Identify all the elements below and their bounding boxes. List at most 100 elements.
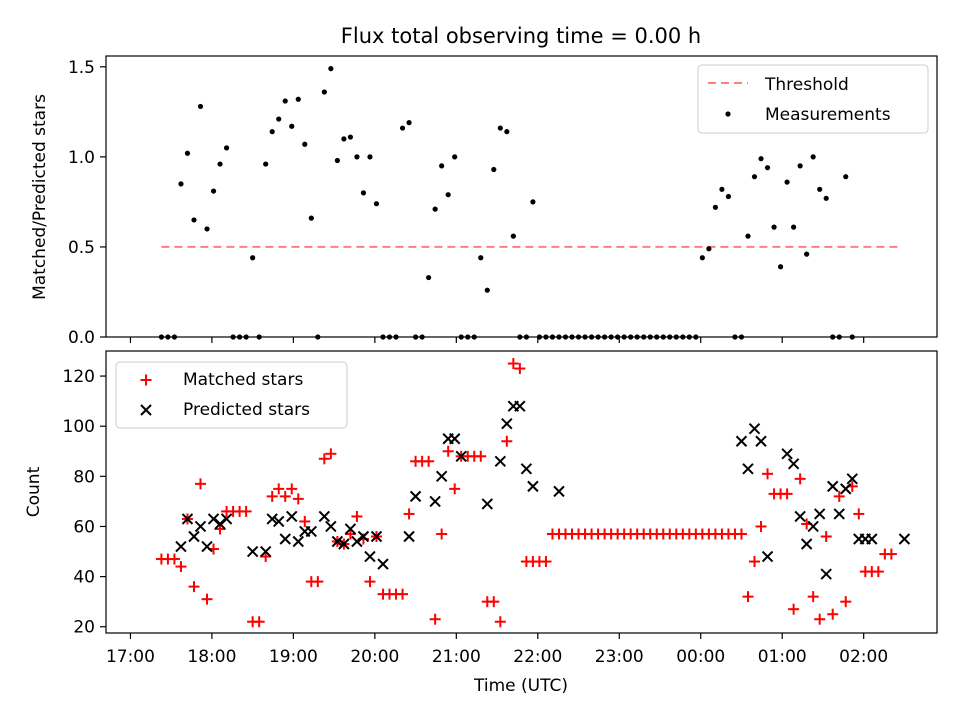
matched-star-point	[788, 603, 800, 615]
ratio-y-tick-label: 0.5	[68, 238, 95, 258]
measurement-point	[282, 98, 288, 104]
measurement-point	[302, 141, 308, 147]
measurement-point	[556, 334, 562, 340]
time-x-tick-label: 17:00	[106, 647, 155, 667]
measurement-point	[634, 334, 640, 340]
predicted-star-point	[800, 538, 813, 550]
measurement-point	[432, 206, 438, 212]
measurement-point	[621, 334, 627, 340]
measurement-point	[758, 156, 764, 162]
measurement-point	[751, 174, 758, 180]
predicted-star-point	[214, 518, 226, 530]
predicted-star-point	[755, 435, 767, 447]
legend-measurements-swatch	[725, 111, 731, 117]
predicted-star-point	[448, 433, 461, 445]
predicted-star-point	[292, 535, 304, 548]
ratio-y-tick-label: 1.0	[68, 148, 95, 168]
matched-star-point	[872, 566, 884, 578]
measurement-point	[660, 334, 666, 340]
measurement-point	[849, 334, 855, 340]
measurement-point	[452, 154, 458, 160]
time-x-tick-label: 21:00	[432, 647, 481, 667]
predicted-star-point	[266, 513, 278, 525]
measurement-point	[354, 154, 360, 160]
count-y-tick-label: 60	[73, 517, 95, 537]
predicted-star-point	[429, 495, 441, 508]
count-y-axis-label: Count	[24, 466, 44, 517]
predicted-star-point	[409, 490, 422, 503]
time-x-tick-label: 22:00	[513, 647, 562, 667]
predicted-star-point	[527, 480, 539, 493]
matched-star-point	[195, 478, 207, 490]
measurement-point	[243, 334, 249, 340]
matched-star-point	[449, 483, 461, 495]
measurement-point	[575, 334, 582, 340]
predicted-star-point	[481, 498, 493, 510]
matched-star-point	[507, 358, 519, 370]
measurement-point	[426, 274, 432, 281]
measurement-point	[393, 334, 399, 340]
measurement-point	[791, 224, 797, 230]
matched-star-point	[312, 576, 324, 588]
matched-star-point	[325, 448, 337, 460]
measurement-point	[406, 120, 412, 126]
measurement-point	[295, 96, 301, 102]
measurement-point	[263, 161, 269, 167]
matched-star-point	[749, 556, 761, 568]
predicted-star-point	[514, 400, 526, 412]
matched-star-point	[794, 473, 806, 485]
predicted-star-point	[742, 463, 754, 475]
predicted-star-point	[827, 480, 839, 493]
predicted-star-point	[501, 417, 513, 430]
predicted-star-point	[807, 520, 819, 533]
predicted-star-point	[318, 510, 331, 523]
matched-star-point	[403, 508, 415, 520]
measurement-point	[191, 217, 197, 223]
measurement-point	[458, 334, 464, 340]
count-y-ticks: 20 40 60 80 100 120	[63, 367, 106, 638]
measurement-point	[517, 334, 523, 340]
measurement-point	[445, 192, 451, 198]
measurement-point	[471, 334, 477, 340]
measurement-point	[569, 334, 575, 340]
count-y-tick-label: 20	[73, 618, 95, 638]
predicted-star-point	[846, 473, 858, 485]
measurement-point	[699, 255, 705, 261]
matched-star-point	[853, 508, 865, 520]
measurement-point	[334, 157, 340, 164]
matched-star-point	[429, 613, 441, 625]
predicted-star-point	[181, 513, 194, 525]
measurement-point	[419, 334, 425, 340]
count-y-tick-label: 80	[73, 467, 95, 487]
matched-star-point	[442, 445, 454, 457]
measurement-point	[328, 66, 334, 72]
measurement-point	[347, 134, 354, 140]
measurement-point	[536, 334, 543, 340]
measurement-point	[315, 334, 321, 340]
measurement-point	[641, 334, 647, 340]
predicted-star-point	[735, 435, 748, 447]
predicted-star-point	[175, 540, 187, 553]
measurement-point	[197, 103, 204, 110]
ratio-panel: 0.0 0.5 1.0 1.5 Matched/Predicted stars Thr…	[30, 55, 938, 348]
measurement-point	[667, 334, 673, 340]
measurement-point	[478, 255, 484, 261]
predicted-star-point	[377, 558, 389, 570]
measurement-point	[158, 334, 164, 340]
measurement-point	[843, 174, 849, 180]
measurement-point	[256, 334, 262, 340]
measurement-point	[269, 129, 275, 135]
measurement-point	[562, 334, 569, 340]
time-x-tick-label: 01:00	[758, 647, 807, 667]
matched-star-point	[351, 510, 363, 522]
predicted-star-point	[325, 520, 337, 533]
matched-star-point	[735, 528, 747, 540]
measurement-point	[732, 334, 738, 340]
predicted-star-point	[520, 463, 533, 475]
legend-matched-label: Matched stars	[183, 370, 303, 390]
measurement-point	[595, 334, 601, 340]
matched-star-point	[292, 493, 304, 505]
matched-star-point	[807, 591, 819, 603]
measurement-point	[523, 334, 529, 340]
predicted-star-point	[820, 568, 832, 580]
